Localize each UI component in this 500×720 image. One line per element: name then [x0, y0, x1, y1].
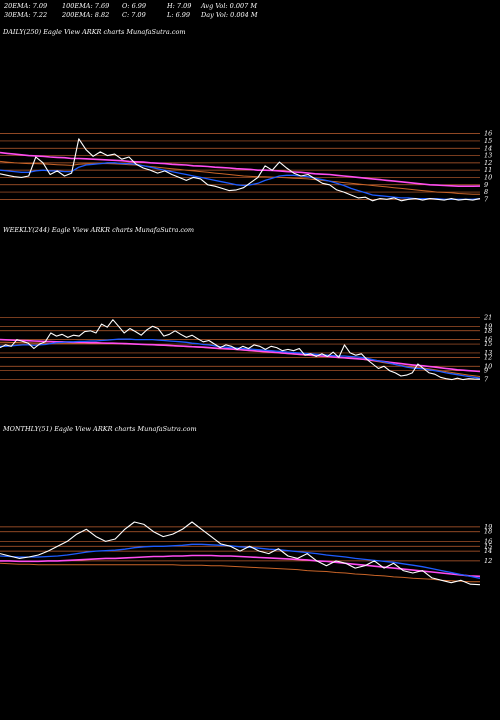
y-tick-label: 11	[484, 166, 492, 174]
y-tick-label: 10	[484, 173, 492, 181]
y-tick-label: 18	[484, 327, 492, 335]
y-tick-label: 12	[484, 159, 492, 167]
y-tick-label: 7	[484, 376, 489, 384]
series-line-ema-long	[0, 160, 481, 195]
y-tick-label: 15	[484, 340, 492, 348]
header-30ema: 30EMA: 7.22	[4, 11, 48, 19]
daily-panel-title: DAILY(250) Eagle View ARKR charts Munafa…	[3, 28, 186, 36]
y-tick-label: 8	[484, 188, 488, 196]
y-tick-label: 21	[483, 313, 492, 321]
header-low: L: 6.99	[167, 11, 191, 19]
y-tick-label: 19	[484, 322, 492, 330]
y-tick-label: 16	[484, 336, 492, 344]
y-tick-label: 12	[484, 557, 492, 565]
header-20ema: 20EMA: 7.09	[4, 2, 48, 10]
y-tick-label: 18	[484, 528, 492, 536]
y-tick-label: 10	[484, 362, 492, 370]
header-200ema: 200EMA: 8.82	[62, 11, 110, 19]
series-line-price	[0, 138, 481, 202]
series-line-price	[0, 521, 481, 586]
y-tick-label: 14	[484, 547, 492, 555]
header-avg-vol: Avg Vol: 0.007 M	[201, 2, 258, 10]
header-day-vol: Day Vol: 0.004 M	[201, 11, 258, 19]
y-tick-label: 19	[484, 523, 492, 531]
y-tick-label: 13	[484, 152, 492, 160]
header-high: H: 7.09	[167, 2, 192, 10]
y-tick-label: 12	[484, 353, 492, 361]
weekly-panel-title: WEEKLY(244) Eagle View ARKR charts Munaf…	[3, 226, 195, 234]
series-line-ema-long	[0, 562, 481, 583]
y-tick-label: 13	[484, 349, 492, 357]
header-close: C: 7.09	[122, 11, 146, 19]
series-line-ema-short	[0, 338, 481, 379]
y-tick-label: 15	[484, 137, 492, 145]
series-line-price	[0, 319, 481, 381]
y-tick-label: 9	[484, 367, 488, 375]
monthly-panel-title: MONTHLY(51) Eagle View ARKR charts Munaf…	[3, 425, 197, 433]
series-line-ema-short	[0, 162, 481, 200]
y-tick-label: 14	[484, 144, 492, 152]
header-100ema: 100EMA: 7.69	[62, 2, 110, 10]
series-line-ema-mid	[0, 338, 481, 373]
series-line-ema-mid	[0, 151, 481, 187]
y-tick-label: 16	[484, 130, 492, 138]
series-line-ema-short	[0, 543, 481, 579]
y-tick-label: 9	[484, 181, 488, 189]
y-tick-label: 15	[484, 542, 492, 550]
series-line-ema-mid	[0, 554, 481, 578]
header-open: O: 6.99	[122, 2, 147, 10]
y-tick-label: 16	[484, 537, 492, 545]
y-tick-label: 7	[484, 195, 489, 203]
